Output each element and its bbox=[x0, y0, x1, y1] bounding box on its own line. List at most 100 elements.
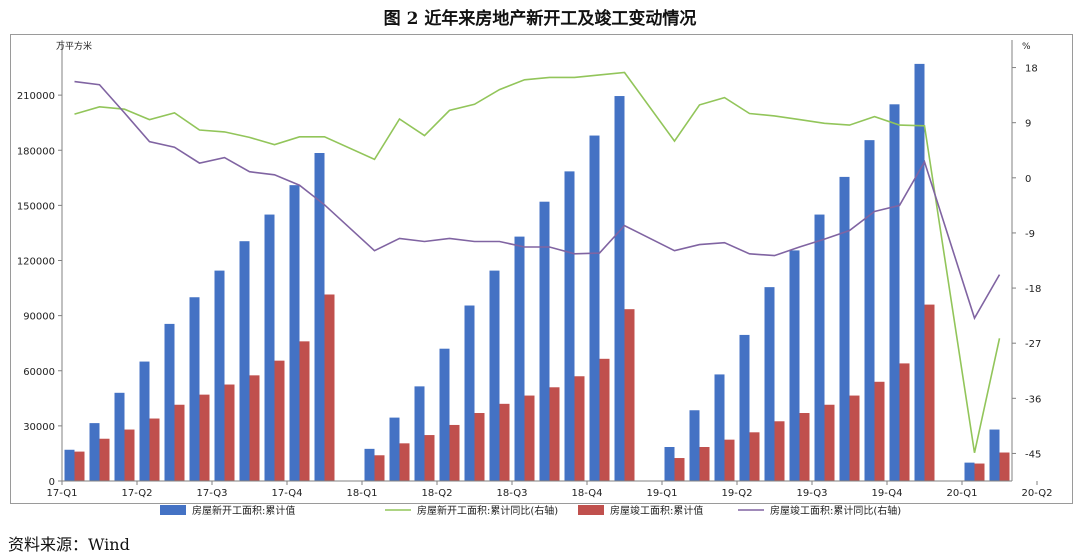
right-axis-unit: % bbox=[1022, 42, 1031, 52]
bar-completion bbox=[449, 424, 460, 481]
bar-completion bbox=[374, 455, 385, 481]
bar-completion bbox=[299, 341, 310, 481]
bar-completion bbox=[474, 413, 485, 481]
bar-new-start bbox=[714, 374, 725, 481]
bar-completion bbox=[599, 358, 610, 481]
bar-completion bbox=[199, 394, 210, 481]
bar-completion bbox=[99, 438, 110, 481]
bar-completion bbox=[924, 304, 935, 481]
bar-new-start bbox=[114, 392, 125, 481]
bar-completion bbox=[874, 381, 885, 481]
bar-new-start bbox=[64, 449, 75, 481]
legend-label: 房屋竣工面积:累计同比(右轴) bbox=[770, 504, 901, 517]
bar-completion bbox=[574, 376, 585, 481]
legend-layer: 房屋新开工面积:累计值 房屋新开工面积:累计同比(右轴) 房屋竣工面积:累计值 房屋竣… bbox=[160, 504, 901, 517]
x-axis-tick-label: 18-Q4 bbox=[572, 488, 603, 499]
line-completion-yoy bbox=[74, 80, 1001, 321]
right-axis-tick-label: -36 bbox=[1025, 394, 1041, 405]
bar-completion bbox=[999, 452, 1010, 481]
x-axis-tick-label: 20-Q2 bbox=[1022, 488, 1053, 499]
x-axis-tick-label: 19-Q1 bbox=[647, 488, 678, 499]
bar-completion bbox=[699, 447, 710, 481]
x-axis-tick-label: 19-Q3 bbox=[797, 488, 828, 499]
bar-completion bbox=[249, 375, 260, 481]
bar-new-start bbox=[839, 176, 850, 482]
bar-new-start bbox=[989, 429, 1000, 481]
axes-layer: 0 30000 60000 90000 120000 150000 180000 210000… bbox=[17, 40, 1053, 499]
left-axis-tick-label: 150000 bbox=[17, 201, 55, 212]
left-axis-tick-label: 180000 bbox=[17, 146, 55, 157]
bar-new-start bbox=[364, 448, 375, 481]
left-axis-tick-label: 60000 bbox=[23, 367, 55, 378]
x-axis-tick-label: 17-Q1 bbox=[47, 488, 78, 499]
bar-completion bbox=[124, 429, 135, 481]
chart-frame bbox=[10, 34, 1073, 504]
bar-completion bbox=[399, 443, 410, 481]
bar-new-start bbox=[314, 153, 325, 481]
left-axis-unit: 万平方米 bbox=[56, 40, 92, 52]
x-axis-tick-label: 19-Q4 bbox=[872, 488, 903, 499]
bar-new-start bbox=[514, 236, 525, 481]
bar-new-start bbox=[764, 287, 775, 481]
source-note: 资料来源：Wind bbox=[8, 535, 130, 554]
bar-completion bbox=[849, 395, 860, 481]
bar-new-start bbox=[489, 270, 500, 481]
legend-swatch bbox=[578, 505, 604, 515]
bar-new-start bbox=[564, 171, 575, 481]
right-axis-tick-label: -9 bbox=[1025, 229, 1035, 240]
bar-new-start bbox=[289, 185, 300, 481]
chart-title: 图 2 近年来房地产新开工及竣工变动情况 bbox=[383, 9, 697, 29]
bar-new-start bbox=[164, 323, 175, 481]
bar-completion bbox=[624, 309, 635, 481]
left-axis-tick-label: 120000 bbox=[17, 257, 55, 268]
bar-completion bbox=[799, 413, 810, 481]
line-new-start-yoy bbox=[74, 71, 1001, 453]
right-axis-tick-label: -45 bbox=[1025, 449, 1041, 460]
bar-completion bbox=[174, 404, 185, 481]
bar-new-start bbox=[214, 270, 225, 481]
bar-completion bbox=[974, 463, 985, 481]
bar-completion bbox=[749, 432, 760, 481]
right-axis-tick-label: 18 bbox=[1025, 64, 1038, 75]
x-axis-tick-label: 17-Q2 bbox=[122, 488, 153, 499]
bars-layer bbox=[64, 63, 1010, 482]
right-axis-tick-label: -27 bbox=[1025, 339, 1041, 350]
bar-completion bbox=[549, 387, 560, 481]
bar-new-start bbox=[89, 423, 100, 481]
x-axis-tick-label: 18-Q1 bbox=[347, 488, 378, 499]
bar-completion bbox=[724, 439, 735, 481]
bar-new-start bbox=[589, 135, 600, 482]
bar-new-start bbox=[189, 297, 200, 481]
bar-completion bbox=[324, 294, 335, 481]
x-axis-tick-label: 20-Q1 bbox=[947, 488, 978, 499]
bar-new-start bbox=[264, 214, 275, 481]
x-axis-tick-label: 18-Q3 bbox=[497, 488, 528, 499]
bar-completion bbox=[424, 435, 435, 481]
bar-completion bbox=[774, 421, 785, 481]
bar-new-start bbox=[414, 386, 425, 481]
bar-new-start bbox=[689, 410, 700, 481]
x-axis-tick-label: 18-Q2 bbox=[422, 488, 453, 499]
bar-completion bbox=[899, 363, 910, 481]
bar-completion bbox=[824, 404, 835, 481]
bar-new-start bbox=[664, 447, 675, 481]
bar-new-start bbox=[864, 140, 875, 482]
bar-completion bbox=[499, 403, 510, 481]
lines-layer bbox=[74, 71, 1001, 453]
legend-label: 房屋新开工面积:累计同比(右轴) bbox=[417, 504, 558, 517]
bar-completion bbox=[674, 458, 685, 481]
bar-new-start bbox=[889, 104, 900, 481]
bar-new-start bbox=[614, 96, 625, 481]
bar-new-start bbox=[964, 462, 975, 481]
bar-new-start bbox=[464, 305, 475, 481]
bar-new-start bbox=[439, 348, 450, 481]
legend-label: 房屋新开工面积:累计值 bbox=[192, 504, 295, 517]
right-axis-tick-label: -18 bbox=[1025, 284, 1041, 295]
bar-new-start bbox=[539, 201, 550, 481]
left-axis-tick-label: 0 bbox=[49, 477, 55, 488]
left-axis-tick-label: 30000 bbox=[23, 422, 55, 433]
bar-new-start bbox=[914, 63, 925, 481]
bar-new-start bbox=[239, 241, 250, 481]
bar-completion bbox=[524, 395, 535, 481]
